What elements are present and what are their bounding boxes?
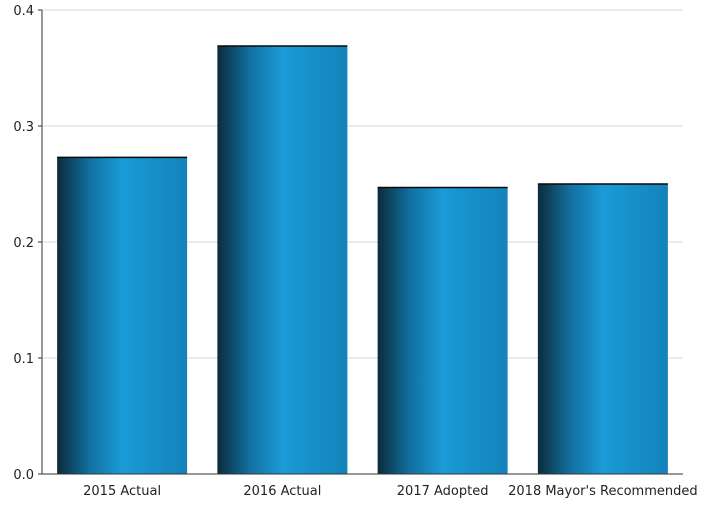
bars <box>57 45 668 475</box>
x-tick-label: 2015 Actual <box>83 484 161 499</box>
bar-3 <box>377 187 508 475</box>
y-tick-label: 0.4 <box>13 4 34 19</box>
bar-2 <box>217 45 348 475</box>
bar-1 <box>57 157 188 474</box>
bar-4 <box>537 184 668 474</box>
x-tick-label: 2018 Mayor's Recommended <box>508 484 697 499</box>
x-tick-label: 2017 Adopted <box>397 484 489 499</box>
y-tick-label: 0.2 <box>13 236 34 251</box>
y-tick-label: 0.1 <box>13 352 34 367</box>
x-tick-label: 2016 Actual <box>243 484 321 499</box>
y-tick-label: 0.0 <box>13 468 34 483</box>
axes <box>38 9 683 475</box>
y-tick-label: 0.3 <box>13 120 34 135</box>
tick-labels: 0.0 0.1 0.2 0.3 0.4 2015 Actual 2016 Actual 201… <box>13 4 697 499</box>
